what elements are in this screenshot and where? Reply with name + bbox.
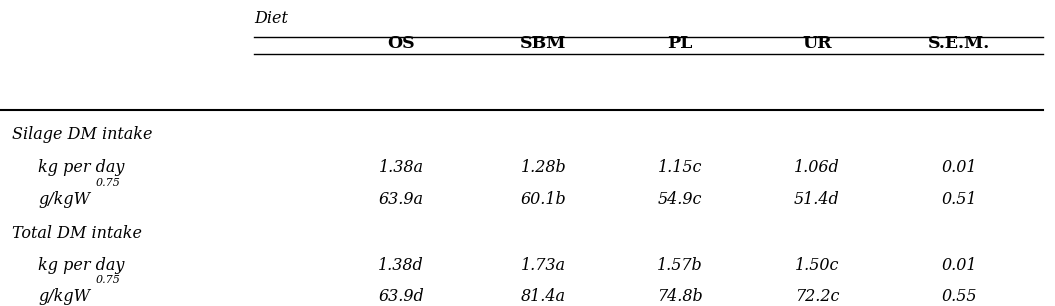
Text: 54.9c: 54.9c: [658, 191, 703, 208]
Text: 51.4d: 51.4d: [794, 191, 840, 208]
Text: Total DM intake: Total DM intake: [12, 225, 142, 242]
Text: 1.38a: 1.38a: [379, 159, 424, 176]
Text: 1.38d: 1.38d: [379, 257, 424, 274]
Text: kg per day: kg per day: [38, 257, 124, 274]
Text: 0.01: 0.01: [941, 257, 977, 274]
Text: 1.57b: 1.57b: [657, 257, 703, 274]
Text: PL: PL: [668, 35, 693, 52]
Text: 1.28b: 1.28b: [520, 159, 567, 176]
Text: 1.50c: 1.50c: [794, 257, 839, 274]
Text: SBM: SBM: [520, 35, 567, 52]
Text: 1.15c: 1.15c: [658, 159, 703, 176]
Text: UR: UR: [802, 35, 831, 52]
Text: 63.9a: 63.9a: [379, 191, 424, 208]
Text: 0.01: 0.01: [941, 159, 977, 176]
Text: 1.73a: 1.73a: [521, 257, 565, 274]
Text: 0.55: 0.55: [941, 288, 977, 305]
Text: kg per day: kg per day: [38, 159, 124, 176]
Text: 0.75: 0.75: [96, 275, 121, 285]
Text: g/kgW: g/kgW: [38, 191, 91, 208]
Text: Diet: Diet: [254, 10, 288, 27]
Text: 0.75: 0.75: [96, 178, 121, 188]
Text: 72.2c: 72.2c: [794, 288, 839, 305]
Text: 63.9d: 63.9d: [379, 288, 424, 305]
Text: Silage DM intake: Silage DM intake: [12, 126, 152, 144]
Text: 1.06d: 1.06d: [794, 159, 840, 176]
Text: 74.8b: 74.8b: [657, 288, 703, 305]
Text: 81.4a: 81.4a: [521, 288, 565, 305]
Text: 60.1b: 60.1b: [520, 191, 567, 208]
Text: 0.51: 0.51: [941, 191, 977, 208]
Text: OS: OS: [387, 35, 415, 52]
Text: g/kgW: g/kgW: [38, 288, 91, 305]
Text: S.E.M.: S.E.M.: [927, 35, 990, 52]
